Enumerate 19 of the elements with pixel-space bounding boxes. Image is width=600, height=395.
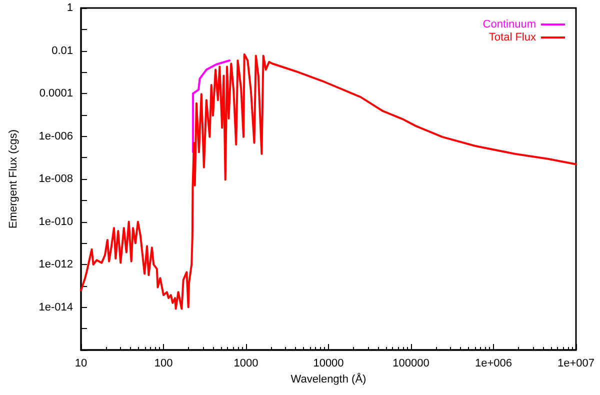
y-tick-label: 1e-012: [38, 258, 73, 270]
legend-label: Total Flux: [488, 32, 536, 44]
y-axis-title: Emergent Flux (cgs): [8, 129, 20, 229]
y-tick-label: 1e-006: [38, 130, 73, 142]
y-tick-label: 1e-014: [38, 301, 73, 314]
x-tick-label: 1000: [234, 358, 258, 370]
y-tick-label: 0.01: [52, 44, 73, 57]
x-axis-title: Wavelength (Å): [290, 372, 366, 386]
x-tick-label: 100: [154, 358, 173, 370]
x-tick-label: 100000: [392, 358, 430, 370]
y-tick-label: 1: [66, 2, 73, 14]
x-tick-label: 10: [74, 358, 88, 370]
x-tick-label: 10000: [313, 358, 344, 370]
y-tick-label: 0.0001: [39, 88, 73, 100]
x-tick-label: 1e+006: [474, 358, 512, 370]
legend-label: Continuum: [482, 18, 536, 30]
y-tick-label: 1e-010: [38, 216, 73, 228]
x-tick-label: 1e+007: [557, 358, 595, 370]
y-tick-label: 1e-008: [38, 173, 73, 185]
